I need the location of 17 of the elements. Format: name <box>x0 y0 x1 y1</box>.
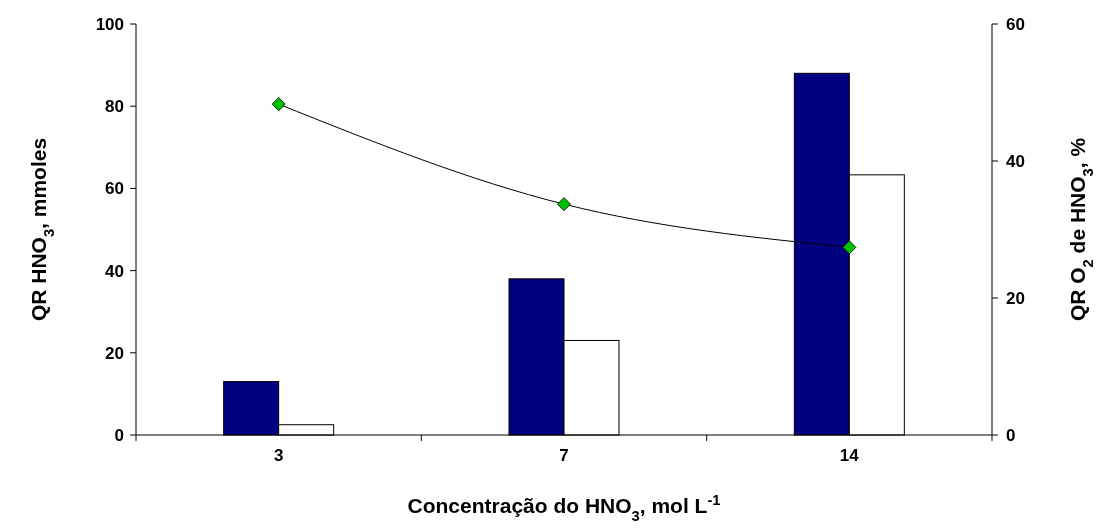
x-tick-label: 14 <box>839 446 860 465</box>
x-tick-label: 3 <box>273 446 284 465</box>
y-tick-label: 40 <box>105 261 124 281</box>
y2-tick-label: 0 <box>1006 426 1016 445</box>
y2-tick-label: 40 <box>1006 152 1025 171</box>
y-tick-label: 80 <box>105 97 124 117</box>
x-tick-label: 7 <box>559 446 569 465</box>
y-tick-label: 20 <box>105 343 124 363</box>
y2-tick-label: 60 <box>1006 15 1025 34</box>
y-tick-label: 60 <box>105 179 124 199</box>
x-axis-title: Concentração do HNO$_{3}$, mol L$^{-1}$ <box>407 492 721 524</box>
y2-tick-label: 20 <box>1006 289 1025 308</box>
point <box>557 197 571 212</box>
point <box>271 97 286 112</box>
y-tick-label: 100 <box>95 15 124 34</box>
point <box>842 240 857 255</box>
y-tick-label: 0 <box>114 426 124 445</box>
